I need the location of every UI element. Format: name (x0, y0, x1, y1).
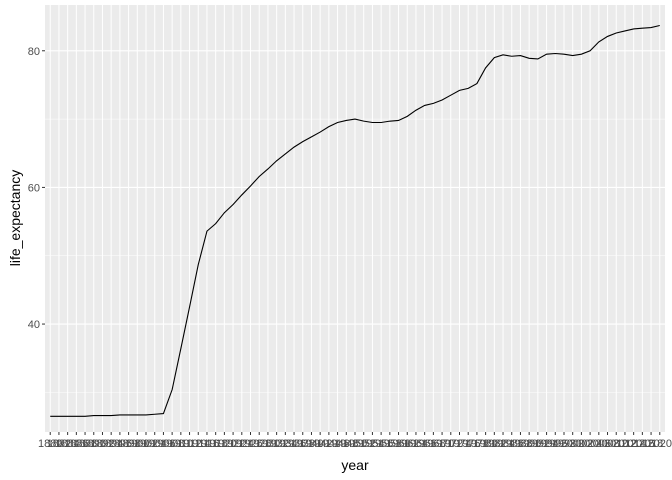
x-tick-label: 2012 (613, 438, 637, 450)
x-tick-label: 1918 (203, 438, 227, 450)
x-tick-label: 1956 (369, 438, 393, 450)
x-tick-label: 1896 (108, 438, 132, 450)
x-tick-label: 1996 (543, 438, 567, 450)
x-tick-label: 1980 (473, 438, 497, 450)
x-tick-label: 2002 (569, 438, 593, 450)
x-tick-label: 2008 (595, 438, 619, 450)
x-tick-label: 1944 (317, 438, 341, 450)
x-tick-label: 2004 (578, 438, 602, 450)
x-tick-label: 1926 (238, 438, 262, 450)
x-tick-label: 1928 (247, 438, 271, 450)
x-tick-label: 1906 (151, 438, 175, 450)
x-tick-label: 1920 (212, 438, 236, 450)
x-tick-label: 1890 (82, 438, 106, 450)
x-tick-label: 1916 (195, 438, 219, 450)
x-tick-label: 1938 (291, 438, 315, 450)
x-tick-label: 1910 (169, 438, 193, 450)
x-tick-label: 1958 (378, 438, 402, 450)
x-tick-label: 1984 (491, 438, 515, 450)
x-tick-label: 1940 (299, 438, 323, 450)
x-tick-label: 2010 (604, 438, 628, 450)
x-tick-label: 1948 (334, 438, 358, 450)
x-tick-label: 1930 (256, 438, 280, 450)
x-tick-label: 1912 (177, 438, 201, 450)
x-tick-label: 1982 (482, 438, 506, 450)
x-tick-label: 1886 (64, 438, 88, 450)
x-tick-label: 1894 (99, 438, 123, 450)
x-tick-label: 1990 (517, 438, 541, 450)
x-tick-label: 1952 (351, 438, 375, 450)
y-tick-label: 40 (28, 319, 40, 331)
x-tick-label: 2020 (648, 438, 672, 450)
x-tick-label: 1974 (447, 438, 471, 450)
x-tick-label: 1954 (360, 438, 384, 450)
x-tick-label: 1988 (508, 438, 532, 450)
x-tick-label: 1934 (273, 438, 297, 450)
line (50, 24, 660, 417)
y-tick-label: 80 (28, 46, 40, 58)
x-tick-label: 2014 (621, 438, 645, 450)
x-tick-label: 1936 (282, 438, 306, 450)
x-tick-label: 1932 (264, 438, 288, 450)
y-tick-label: 60 (28, 182, 40, 194)
x-tick-label: 1978 (465, 438, 489, 450)
x-tick-label: 1970 (430, 438, 454, 450)
x-tick-label: 1964 (404, 438, 428, 450)
x-tick-label: 1950 (343, 438, 367, 450)
x-tick-label: 1924 (230, 438, 254, 450)
x-tick-label: 1986 (499, 438, 523, 450)
x-tick-label: 1880 (38, 438, 62, 450)
x-tick-label: 1966 (412, 438, 436, 450)
x-tick-label: 1994 (534, 438, 558, 450)
x-tick-label: 1998 (552, 438, 576, 450)
x-tick-label: 1976 (456, 438, 480, 450)
x-tick-label: 1946 (325, 438, 349, 450)
y-axis-title: life_expectancy (7, 170, 23, 267)
x-tick-label: 1914 (186, 438, 210, 450)
x-tick-label: 1882 (47, 438, 71, 450)
x-tick-label: 2018 (639, 438, 663, 450)
x-tick-label: 1942 (308, 438, 332, 450)
x-tick-label: 1884 (55, 438, 79, 450)
x-tick-label: 2006 (587, 438, 611, 450)
x-tick-label: 2016 (630, 438, 654, 450)
x-tick-label: 1922 (221, 438, 245, 450)
x-tick-label: 1908 (160, 438, 184, 450)
x-tick-label: 1972 (439, 438, 463, 450)
x-tick-label: 1904 (142, 438, 166, 450)
x-tick-label: 1898 (116, 438, 140, 450)
x-tick-label: 1892 (90, 438, 114, 450)
x-tick-label: 1900 (125, 438, 149, 450)
x-axis-title: year (341, 457, 369, 473)
x-tick-label: 1992 (526, 438, 550, 450)
x-tick-label: 1962 (395, 438, 419, 450)
x-tick-label: 1960 (386, 438, 410, 450)
x-tick-label: 1968 (421, 438, 445, 450)
x-tick-label: 2000 (560, 438, 584, 450)
x-tick-label: 1888 (73, 438, 97, 450)
x-tick-label: 1902 (134, 438, 158, 450)
